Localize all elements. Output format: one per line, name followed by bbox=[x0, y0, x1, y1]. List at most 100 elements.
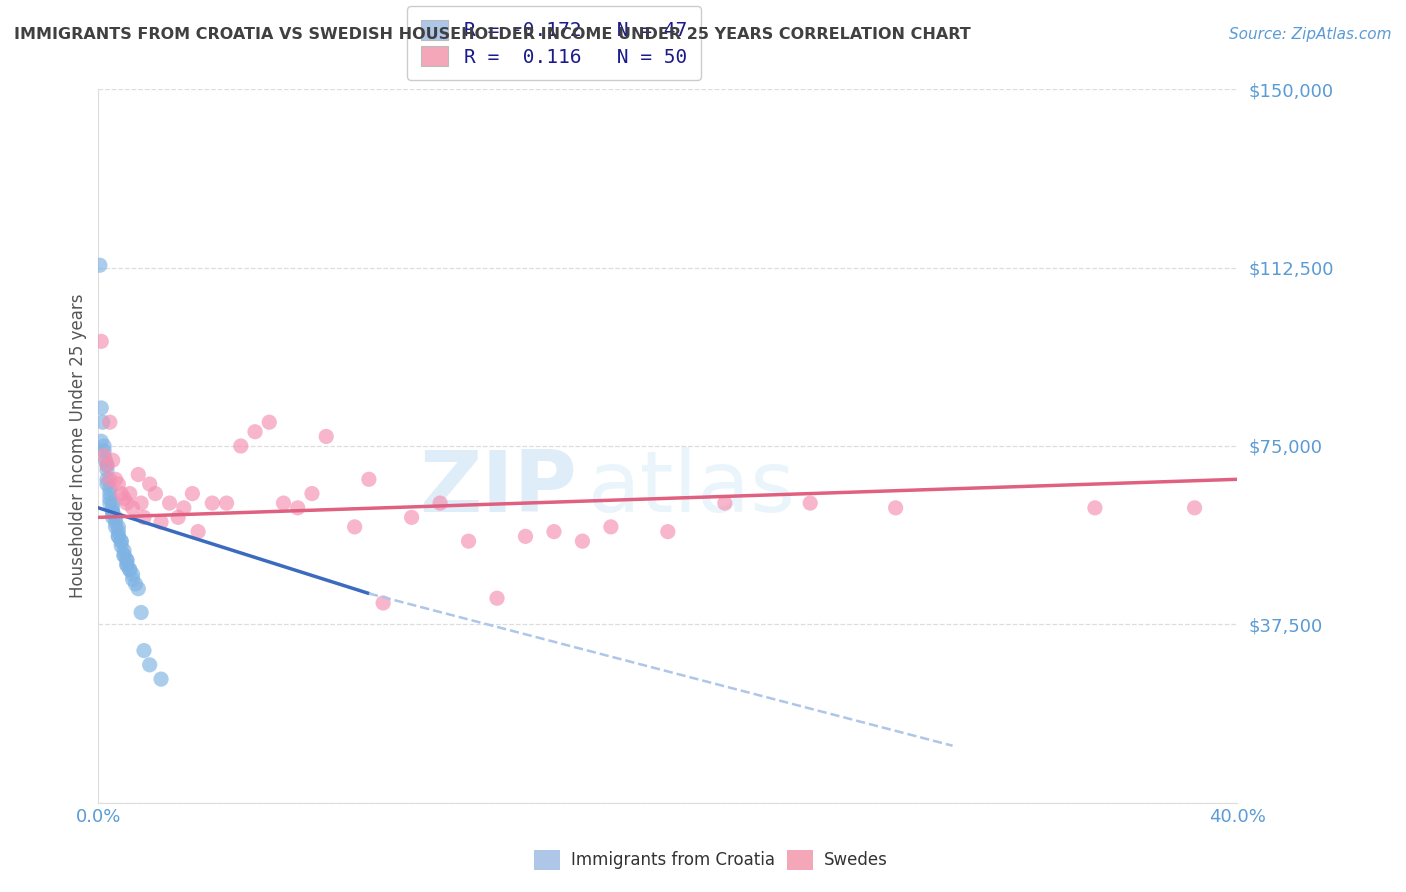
Point bbox=[98, 472, 121, 486]
Point bbox=[127, 582, 149, 596]
Point bbox=[98, 482, 121, 496]
Point bbox=[1084, 500, 1107, 515]
Point bbox=[101, 506, 124, 520]
Point bbox=[98, 486, 121, 500]
Point bbox=[167, 510, 190, 524]
Point bbox=[124, 577, 146, 591]
Point bbox=[101, 510, 124, 524]
Point bbox=[259, 415, 281, 429]
Point bbox=[90, 401, 112, 415]
Point bbox=[98, 491, 121, 506]
Point bbox=[187, 524, 209, 539]
Point bbox=[110, 539, 132, 553]
Point bbox=[1184, 500, 1206, 515]
Point bbox=[138, 477, 160, 491]
Point bbox=[112, 549, 135, 563]
Point bbox=[159, 496, 181, 510]
Point bbox=[173, 500, 195, 515]
Point bbox=[132, 643, 155, 657]
Point bbox=[129, 606, 152, 620]
Point bbox=[104, 520, 127, 534]
Point bbox=[150, 515, 173, 529]
Point bbox=[515, 529, 537, 543]
Point bbox=[121, 567, 143, 582]
Point bbox=[96, 458, 118, 472]
Point bbox=[357, 472, 380, 486]
Point bbox=[243, 425, 266, 439]
Point bbox=[104, 472, 127, 486]
Point bbox=[104, 515, 127, 529]
Point bbox=[107, 524, 129, 539]
Point bbox=[93, 443, 115, 458]
Point bbox=[121, 500, 143, 515]
Y-axis label: Householder Income Under 25 years: Householder Income Under 25 years bbox=[69, 293, 87, 599]
Point bbox=[110, 534, 132, 549]
Point bbox=[115, 558, 138, 572]
Point bbox=[112, 491, 135, 506]
Point bbox=[129, 496, 152, 510]
Point bbox=[101, 500, 124, 515]
Point bbox=[115, 496, 138, 510]
Point bbox=[94, 453, 117, 467]
Point bbox=[457, 534, 479, 549]
Point bbox=[96, 472, 118, 486]
Text: atlas: atlas bbox=[588, 447, 796, 531]
Text: Immigrants from Croatia: Immigrants from Croatia bbox=[571, 851, 775, 869]
Point bbox=[112, 549, 135, 563]
Point bbox=[107, 520, 129, 534]
Point bbox=[229, 439, 252, 453]
Point bbox=[91, 415, 114, 429]
Point bbox=[107, 529, 129, 543]
Point bbox=[90, 434, 112, 449]
Point bbox=[127, 467, 149, 482]
Point bbox=[107, 477, 129, 491]
Point bbox=[112, 543, 135, 558]
Text: Source: ZipAtlas.com: Source: ZipAtlas.com bbox=[1229, 27, 1392, 42]
Point bbox=[121, 572, 143, 586]
Text: Swedes: Swedes bbox=[824, 851, 887, 869]
Point bbox=[301, 486, 323, 500]
Point bbox=[273, 496, 295, 510]
Point bbox=[98, 415, 121, 429]
Legend: R = -0.172   N = 47, R =  0.116   N = 50: R = -0.172 N = 47, R = 0.116 N = 50 bbox=[408, 6, 700, 80]
Point bbox=[115, 553, 138, 567]
Point bbox=[101, 496, 124, 510]
Point bbox=[115, 553, 138, 567]
Point bbox=[215, 496, 238, 510]
Point bbox=[101, 506, 124, 520]
Point bbox=[884, 500, 907, 515]
Point bbox=[118, 563, 141, 577]
Point bbox=[600, 520, 623, 534]
Point bbox=[145, 486, 167, 500]
Point bbox=[315, 429, 337, 443]
Text: ZIP: ZIP bbox=[419, 447, 576, 531]
Point bbox=[90, 334, 112, 349]
Point bbox=[343, 520, 366, 534]
Point bbox=[110, 486, 132, 500]
Point bbox=[287, 500, 309, 515]
Point bbox=[107, 529, 129, 543]
Point bbox=[401, 510, 423, 524]
Point bbox=[89, 258, 111, 272]
Point bbox=[115, 558, 138, 572]
Point bbox=[96, 463, 118, 477]
Point bbox=[799, 496, 821, 510]
Point bbox=[104, 510, 127, 524]
Point bbox=[201, 496, 224, 510]
Point bbox=[150, 672, 173, 686]
Point bbox=[373, 596, 395, 610]
Point bbox=[93, 449, 115, 463]
Point bbox=[181, 486, 204, 500]
Point bbox=[714, 496, 737, 510]
Point bbox=[429, 496, 451, 510]
Point bbox=[110, 534, 132, 549]
Point bbox=[657, 524, 679, 539]
Point bbox=[571, 534, 593, 549]
Point bbox=[543, 524, 565, 539]
Point bbox=[101, 453, 124, 467]
Point bbox=[132, 510, 155, 524]
Point bbox=[486, 591, 509, 606]
Point bbox=[96, 458, 118, 472]
Point bbox=[118, 563, 141, 577]
Point bbox=[138, 657, 160, 672]
